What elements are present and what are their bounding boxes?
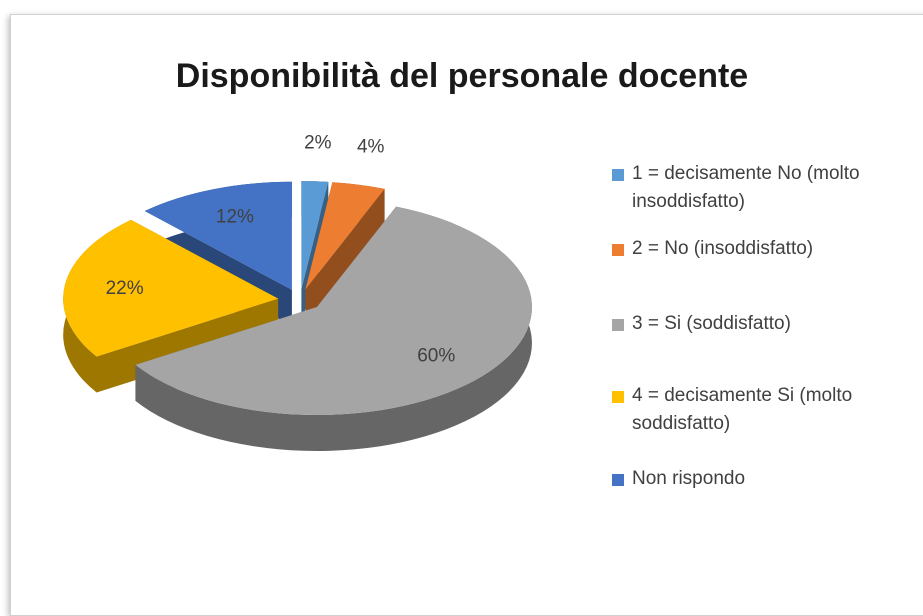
slice xyxy=(301,181,329,290)
page: {"chart_data": {"type": "pie", "title": … xyxy=(10,14,923,616)
legend-item: 1 = decisamente No (molto insoddisfatto) xyxy=(612,160,912,216)
data-label: 60% xyxy=(417,346,455,367)
data-label: 12% xyxy=(216,206,254,227)
legend-swatch xyxy=(612,474,624,486)
legend-label: 1 = decisamente No (molto insoddisfatto) xyxy=(632,163,860,212)
legend-label: 3 = Si (soddisfatto) xyxy=(632,313,791,334)
data-label: 2% xyxy=(304,133,332,154)
chart-title: Disponibilità del personale docente xyxy=(176,57,748,95)
chart: Disponibilità del personale docente 2% 4%… xyxy=(63,57,748,452)
slice xyxy=(135,206,532,416)
legend-item: Non rispondo xyxy=(612,465,912,493)
slice xyxy=(305,182,385,290)
legend-swatch xyxy=(612,244,624,256)
legend-swatch xyxy=(612,319,624,331)
data-label: 4% xyxy=(357,137,385,158)
legend-swatch xyxy=(612,391,624,403)
data-label: 22% xyxy=(106,278,144,299)
legend-label: 4 = decisamente Si (molto soddisfatto) xyxy=(632,385,853,434)
slice xyxy=(63,219,279,357)
legend-item: 4 = decisamente Si (molto soddisfatto) xyxy=(612,382,912,438)
legend-swatch xyxy=(612,169,624,181)
legend-item: 2 = No (insoddisfatto) xyxy=(612,235,912,263)
legend-item: 3 = Si (soddisfatto) xyxy=(612,310,912,338)
legend-label: Non rispondo xyxy=(632,468,746,489)
slice xyxy=(144,181,292,290)
legend-label: 2 = No (insoddisfatto) xyxy=(632,238,814,259)
